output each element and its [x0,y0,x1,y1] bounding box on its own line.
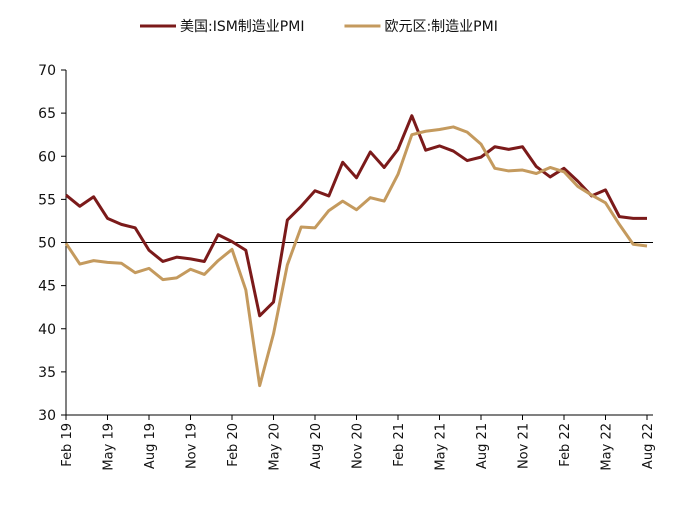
x-tick-label: Feb 19 [60,423,75,467]
y-tick-label: 35 [38,365,56,381]
y-tick-label: 60 [38,149,56,165]
x-tick-label: Aug 21 [475,423,490,469]
x-tick-label: Aug 19 [143,423,158,469]
y-tick-label: 45 [38,279,56,295]
x-tick-label: Nov 21 [517,423,532,469]
x-tick-label: May 22 [600,423,615,471]
y-tick-label: 70 [38,63,56,79]
y-tick-label: 30 [38,408,56,424]
x-tick-label: May 19 [102,423,117,471]
y-tick-label: 50 [38,236,56,252]
x-tick-label: Feb 20 [226,423,241,467]
legend-label: 美国:ISM制造业PMI [180,19,304,35]
series-line [64,125,648,388]
x-tick-label: Feb 21 [392,423,407,467]
y-tick-label: 65 [38,106,56,122]
x-tick-label: May 21 [434,423,449,471]
y-tick-label: 40 [38,322,56,338]
x-tick-label: Feb 22 [558,423,573,467]
series-line [65,114,647,318]
x-tick-label: Aug 20 [309,423,324,469]
x-tick-label: May 20 [268,423,283,471]
x-tick-label: Nov 19 [185,423,200,469]
x-tick-label: Nov 20 [351,423,366,469]
x-tick-label: Aug 22 [641,423,656,469]
y-tick-label: 55 [38,192,56,208]
legend-label: 欧元区:制造业PMI [384,19,497,35]
